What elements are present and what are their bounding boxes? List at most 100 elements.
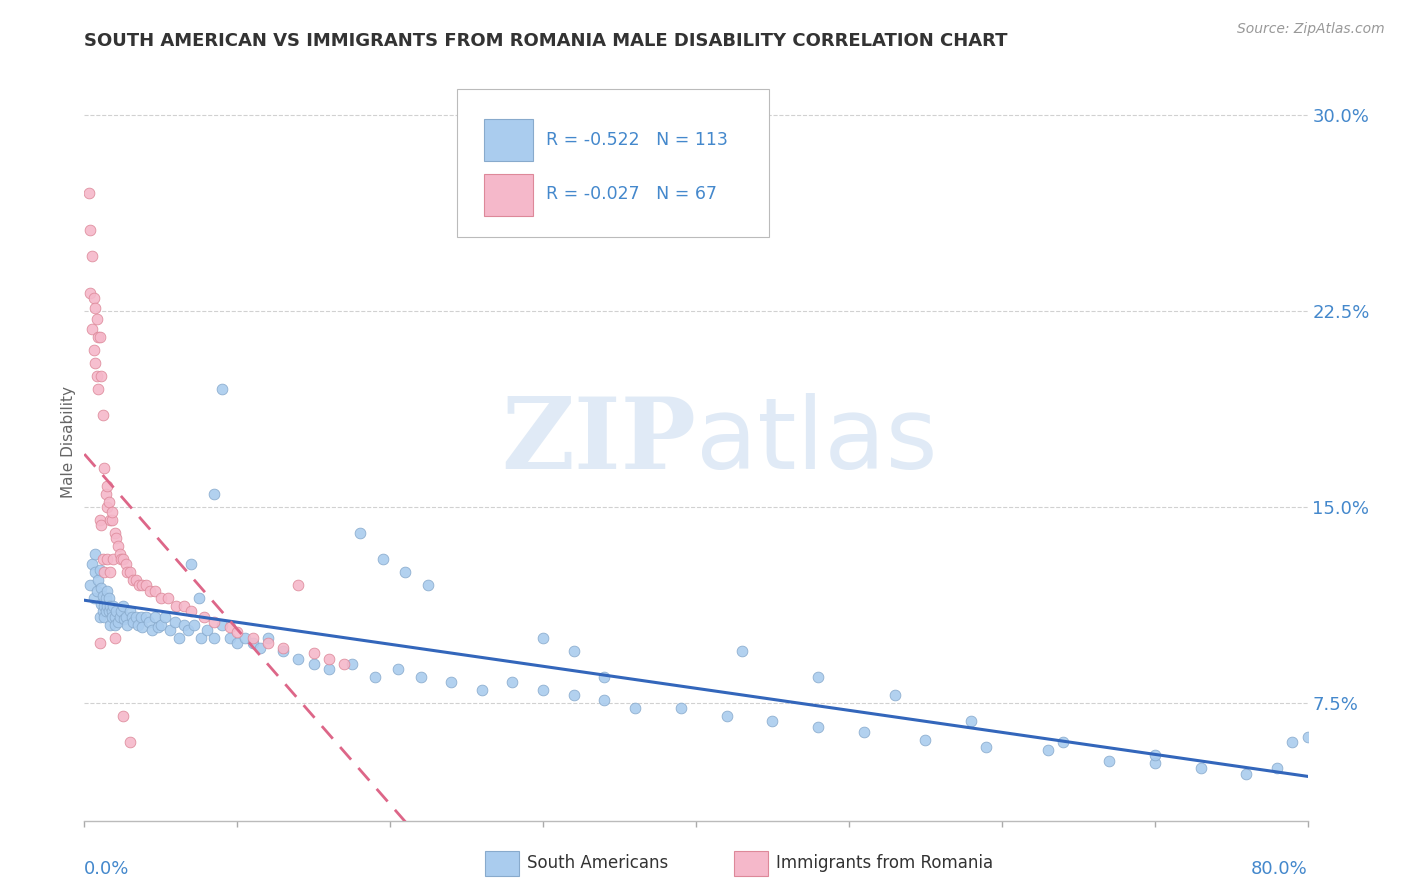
- Point: [167, 631, 190, 645]
- Point: [112, 612, 135, 626]
- Point: [141, 623, 163, 637]
- Point: [120, 605, 142, 619]
- Point: [143, 609, 166, 624]
- Point: [94, 591, 117, 606]
- Text: 80.0%: 80.0%: [1251, 860, 1308, 878]
- Point: [80, 249, 103, 263]
- Point: [127, 617, 149, 632]
- Point: [1236, 766, 1258, 780]
- Point: [669, 701, 692, 715]
- Point: [165, 599, 187, 614]
- Point: [202, 631, 225, 645]
- Point: [96, 583, 118, 598]
- Point: [333, 657, 356, 671]
- Point: [159, 623, 181, 637]
- Point: [562, 643, 585, 657]
- Point: [131, 620, 153, 634]
- Point: [1098, 754, 1121, 768]
- Point: [83, 591, 105, 606]
- Point: [1265, 761, 1288, 775]
- Point: [1052, 735, 1074, 749]
- Point: [114, 558, 136, 572]
- Point: [107, 615, 129, 629]
- Point: [1189, 761, 1212, 775]
- Point: [1281, 735, 1303, 749]
- Point: [340, 657, 363, 671]
- Point: [86, 583, 108, 598]
- Point: [93, 599, 115, 614]
- Point: [135, 578, 157, 592]
- Point: [202, 487, 225, 501]
- Point: [101, 505, 124, 519]
- Point: [84, 547, 107, 561]
- Point: [94, 487, 117, 501]
- Point: [94, 605, 117, 619]
- Point: [83, 291, 105, 305]
- Point: [103, 599, 125, 614]
- Point: [108, 609, 131, 624]
- Point: [87, 382, 110, 396]
- Point: [502, 675, 524, 690]
- Point: [89, 513, 111, 527]
- Point: [90, 518, 112, 533]
- Point: [531, 631, 554, 645]
- Y-axis label: Male Disability: Male Disability: [60, 385, 76, 498]
- Point: [101, 513, 124, 527]
- Point: [471, 682, 494, 697]
- Point: [79, 578, 101, 592]
- Point: [218, 631, 240, 645]
- Point: [180, 558, 202, 572]
- Text: atlas: atlas: [696, 393, 938, 490]
- Point: [731, 643, 754, 657]
- Point: [91, 409, 114, 423]
- Point: [98, 513, 121, 527]
- Point: [96, 500, 118, 514]
- Point: [103, 552, 125, 566]
- Point: [96, 599, 118, 614]
- Point: [111, 552, 134, 566]
- Point: [624, 701, 647, 715]
- Point: [190, 631, 212, 645]
- Point: [387, 662, 409, 676]
- Point: [115, 566, 138, 580]
- Point: [853, 724, 876, 739]
- Text: SOUTH AMERICAN VS IMMIGRANTS FROM ROMANIA MALE DISABILITY CORRELATION CHART: SOUTH AMERICAN VS IMMIGRANTS FROM ROMANI…: [84, 32, 1008, 50]
- Point: [77, 186, 100, 201]
- Point: [163, 615, 186, 629]
- Point: [101, 609, 124, 624]
- Point: [98, 617, 121, 632]
- Point: [96, 479, 118, 493]
- Point: [149, 617, 172, 632]
- Point: [218, 620, 240, 634]
- Point: [79, 285, 101, 300]
- Point: [271, 641, 294, 656]
- Point: [120, 735, 142, 749]
- Point: [761, 714, 783, 729]
- Point: [87, 330, 110, 344]
- Point: [83, 343, 105, 357]
- Point: [318, 651, 340, 665]
- Point: [80, 558, 103, 572]
- Point: [111, 709, 134, 723]
- Point: [89, 609, 111, 624]
- Point: [111, 599, 134, 614]
- Point: [349, 526, 371, 541]
- Point: [91, 605, 114, 619]
- Point: [115, 617, 138, 632]
- Point: [394, 566, 416, 580]
- Point: [135, 609, 157, 624]
- Point: [129, 609, 152, 624]
- Point: [173, 599, 195, 614]
- Point: [193, 609, 215, 624]
- Point: [242, 631, 264, 645]
- Point: [1143, 756, 1166, 771]
- Point: [125, 609, 148, 624]
- Point: [409, 670, 432, 684]
- Point: [110, 605, 132, 619]
- Point: [211, 382, 233, 396]
- Point: [128, 578, 150, 592]
- Point: [139, 583, 162, 598]
- Point: [89, 563, 111, 577]
- Point: [97, 605, 120, 619]
- Point: [202, 615, 225, 629]
